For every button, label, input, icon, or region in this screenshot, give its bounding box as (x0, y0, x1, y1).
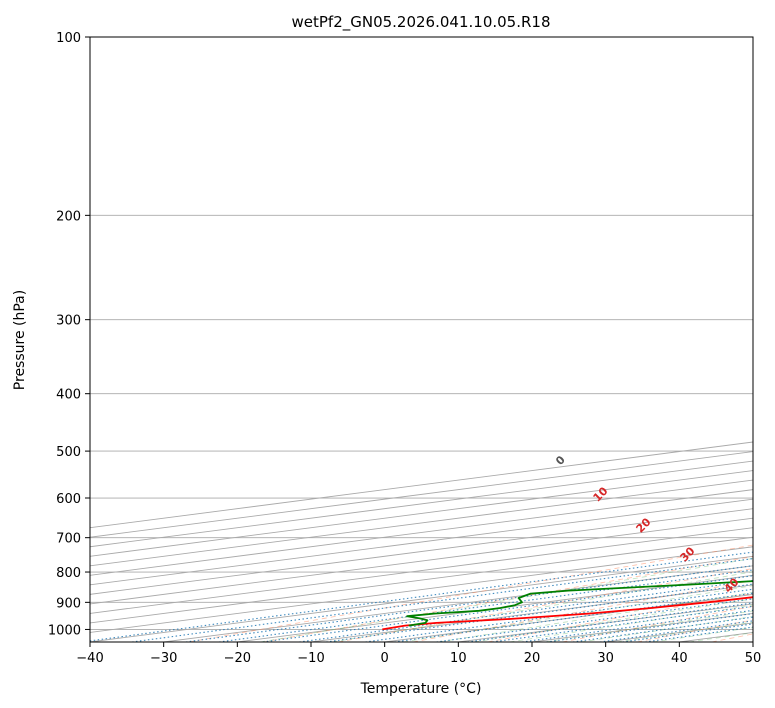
y-tick-label: 700 (56, 532, 81, 547)
mixing-ratio-line (546, 612, 753, 642)
mixing-ratio-line (522, 609, 753, 642)
x-tick-label: −30 (150, 651, 177, 666)
x-tick-label: 30 (597, 651, 614, 666)
mixing-ratio-line (572, 616, 753, 642)
y-tick-label: 600 (56, 492, 81, 507)
x-tick-label: 20 (524, 651, 541, 666)
y-tick-label: 800 (56, 566, 81, 581)
isotherm-line (90, 498, 753, 586)
moist-adiabat-line (473, 598, 753, 642)
x-tick-label: 50 (745, 651, 762, 666)
y-tick-label: 400 (56, 388, 81, 403)
isotherm-line (90, 527, 753, 614)
isotherm-line (90, 517, 753, 605)
x-axis: −40 −30 −20 −10 0 10 20 30 40 50 (76, 642, 761, 666)
dry-adiabat-line (412, 580, 753, 642)
chart-title: wetPf2_GN05.2026.041.10.05.R18 (291, 13, 550, 32)
background-lines (90, 37, 753, 642)
isotherm-line (90, 479, 753, 567)
mixing-ratio-line (492, 605, 753, 642)
dry-adiabat-line (188, 544, 753, 642)
mixing-ratio-line (90, 551, 753, 642)
y-tick-label: 1000 (48, 623, 81, 638)
x-tick-label: −40 (76, 651, 103, 666)
x-tick-label: −20 (224, 651, 251, 666)
x-tick-label: 40 (671, 651, 688, 666)
mixing-ratio-line (131, 558, 753, 642)
y-tick-label: 500 (56, 445, 81, 460)
isotherm-line (90, 489, 753, 576)
isotherm-line (90, 470, 753, 557)
y-tick-label: 200 (56, 209, 81, 224)
mixing-ratio-line (467, 602, 753, 642)
x-axis-label: Temperature (°C) (360, 681, 482, 697)
plot-frame (89, 36, 754, 643)
y-tick-label: 300 (56, 314, 81, 329)
series-lines (382, 580, 753, 631)
mixing-ratio-line (185, 565, 753, 642)
moist-adiabat-line (332, 571, 753, 642)
dewpoint-profile-line (406, 580, 753, 627)
isotherm-line (90, 460, 753, 548)
y-tick-label: 100 (56, 31, 81, 46)
x-tick-label: 10 (450, 651, 467, 666)
y-axis-label: Pressure (hPa) (12, 290, 28, 390)
y-axis: 100 200 300 400 500 600 700 800 900 1000 (48, 31, 90, 638)
isotherm-line (90, 508, 753, 595)
x-tick-label: −10 (297, 651, 324, 666)
y-tick-label: 900 (56, 596, 81, 611)
x-tick-label: 0 (381, 651, 389, 666)
isotherm-line (90, 536, 753, 624)
